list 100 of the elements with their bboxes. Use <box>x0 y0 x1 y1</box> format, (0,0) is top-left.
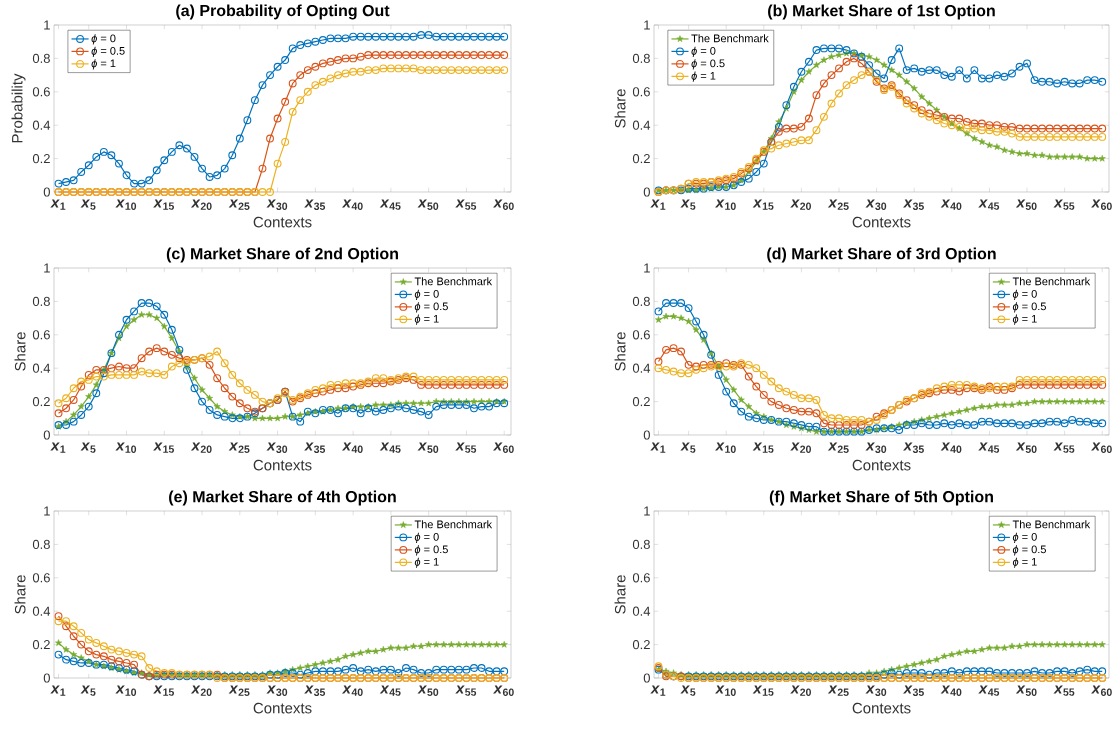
x-tick-label: x$_{35}$ <box>903 442 924 453</box>
x-tick-label: x$_{30}$ <box>266 685 288 696</box>
x-tick-label: x$_{10}$ <box>115 442 137 453</box>
y-tick-label: 0.2 <box>632 396 650 407</box>
legend-label: ϕ = 1 <box>1012 314 1037 325</box>
x-axis-title: Contexts <box>852 702 911 714</box>
legend-label: The Benchmark <box>414 520 493 529</box>
legend-label: ϕ = 0.5 <box>414 545 448 556</box>
x-tick-label: x$_{60}$ <box>493 199 514 210</box>
x-tick-label: x$_{45}$ <box>379 685 401 696</box>
x-tick-label: x$_{60}$ <box>493 685 514 696</box>
y-tick-label: 1 <box>44 263 50 273</box>
y-tick-label: 0.6 <box>632 330 650 340</box>
y-tick-label: 0.8 <box>632 53 650 63</box>
x-tick-label: x$_{1}$ <box>650 685 666 696</box>
y-tick-label: 0.6 <box>632 573 650 583</box>
y-tick-label: 0 <box>643 430 650 440</box>
x-tick-label: x$_{15}$ <box>153 685 174 696</box>
x-tick-label: x$_{20}$ <box>190 442 212 453</box>
x-tick-label: x$_{55}$ <box>455 199 477 210</box>
x-tick-label: x$_{40}$ <box>940 442 962 453</box>
y-tick-label: 0 <box>43 673 50 683</box>
x-tick-label: x$_{35}$ <box>903 685 924 696</box>
x-tick-label: x$_{10}$ <box>115 685 137 696</box>
x-tick-label: x$_{30}$ <box>266 199 288 210</box>
legend-label: ϕ = 1 <box>1012 557 1037 568</box>
x-tick-label: x$_{50}$ <box>1015 199 1037 210</box>
y-tick-label: 0.2 <box>32 639 50 650</box>
legend-label: ϕ = 0 <box>1012 532 1037 543</box>
y-axis-title: Share <box>14 575 26 614</box>
x-tick-label: x$_{55}$ <box>1053 442 1075 453</box>
x-tick-label: x$_{15}$ <box>752 442 774 453</box>
y-tick-label: 0.8 <box>32 296 50 306</box>
legend-label: The Benchmark <box>691 34 769 43</box>
y-tick-label: 0.8 <box>32 53 50 63</box>
x-tick-label: x$_{25}$ <box>827 442 849 453</box>
x-tick-label: x$_{50}$ <box>417 685 439 696</box>
legend-label: ϕ = 1 <box>691 71 716 82</box>
x-axis-title: Contexts <box>253 216 312 228</box>
x-tick-label: x$_{45}$ <box>978 199 1000 210</box>
y-tick-label: 0.2 <box>632 639 650 650</box>
x-tick-label: x$_{20}$ <box>790 442 811 453</box>
y-tick-label: 0.4 <box>632 363 651 373</box>
legend-label: ϕ = 0.5 <box>691 59 725 70</box>
x-tick-label: x$_{20}$ <box>790 685 811 696</box>
chart-title: (c) Market Share of 2nd Option <box>166 247 398 263</box>
x-tick-label: x$_{55}$ <box>455 442 477 453</box>
y-tick-label: 0.8 <box>632 539 650 549</box>
x-tick-label: x$_{1}$ <box>650 442 666 453</box>
y-tick-label: 0.8 <box>632 296 650 306</box>
x-tick-label: x$_{45}$ <box>379 199 401 210</box>
y-tick-label: 0.6 <box>32 573 50 583</box>
legend-label: ϕ = 0 <box>414 289 439 300</box>
x-tick-label: x$_{10}$ <box>115 199 137 210</box>
x-tick-label: x$_{45}$ <box>978 442 1000 453</box>
y-tick-label: 0.6 <box>32 87 50 97</box>
legend-label: The Benchmark <box>1012 277 1091 286</box>
x-tick-label: x$_{1}$ <box>50 685 66 696</box>
x-tick-label: x$_{10}$ <box>715 442 736 453</box>
x-tick-label: x$_{50}$ <box>417 442 439 453</box>
x-tick-label: x$_{30}$ <box>865 685 887 696</box>
x-tick-label: x$_{25}$ <box>228 442 250 453</box>
chart-title: (f) Market Share of 5th Option <box>769 490 993 506</box>
x-tick-label: x$_{30}$ <box>266 442 288 453</box>
x-tick-label: x$_{15}$ <box>752 199 774 210</box>
y-axis-title: Probability <box>11 73 26 143</box>
x-tick-label: x$_{35}$ <box>903 199 924 210</box>
x-tick-label: x$_{20}$ <box>190 685 212 696</box>
x-tick-label: x$_{35}$ <box>304 442 326 453</box>
x-tick-label: x$_{1}$ <box>650 199 666 210</box>
y-tick-label: 0 <box>643 673 650 683</box>
x-tick-label: x$_{10}$ <box>715 199 736 210</box>
x-tick-label: x$_{50}$ <box>1015 442 1037 453</box>
y-tick-label: 1 <box>644 20 650 30</box>
x-tick-label: x$_{50}$ <box>1015 685 1037 696</box>
y-tick-label: 0.4 <box>32 606 51 616</box>
x-tick-label: x$_{5}$ <box>680 685 696 696</box>
y-tick-label: 0.4 <box>632 606 651 616</box>
x-tick-label: x$_{5}$ <box>80 685 96 696</box>
legend-label: ϕ = 0.5 <box>1012 545 1046 556</box>
x-tick-label: x$_{55}$ <box>1053 685 1075 696</box>
y-axis-title: Share <box>614 575 626 614</box>
x-tick-label: x$_{40}$ <box>341 685 363 696</box>
x-axis-title: Contexts <box>253 459 312 471</box>
y-tick-label: 0.4 <box>632 120 651 130</box>
legend-label: ϕ = 1 <box>91 59 116 70</box>
x-tick-label: x$_{5}$ <box>680 199 696 210</box>
x-tick-label: x$_{5}$ <box>80 199 96 210</box>
y-tick-label: 1 <box>44 20 50 30</box>
legend-label: ϕ = 0.5 <box>414 302 448 313</box>
x-tick-label: x$_{25}$ <box>827 685 849 696</box>
y-tick-label: 0 <box>643 187 650 197</box>
y-tick-label: 1 <box>644 506 650 516</box>
x-tick-label: x$_{35}$ <box>304 685 326 696</box>
y-tick-label: 1 <box>44 506 50 516</box>
x-tick-label: x$_{40}$ <box>940 199 962 210</box>
x-tick-label: x$_{10}$ <box>715 685 736 696</box>
chart-title: (b) Market Share of 1st Option <box>768 4 995 20</box>
x-tick-label: x$_{15}$ <box>752 685 774 696</box>
legend-label: ϕ = 0 <box>691 46 716 57</box>
